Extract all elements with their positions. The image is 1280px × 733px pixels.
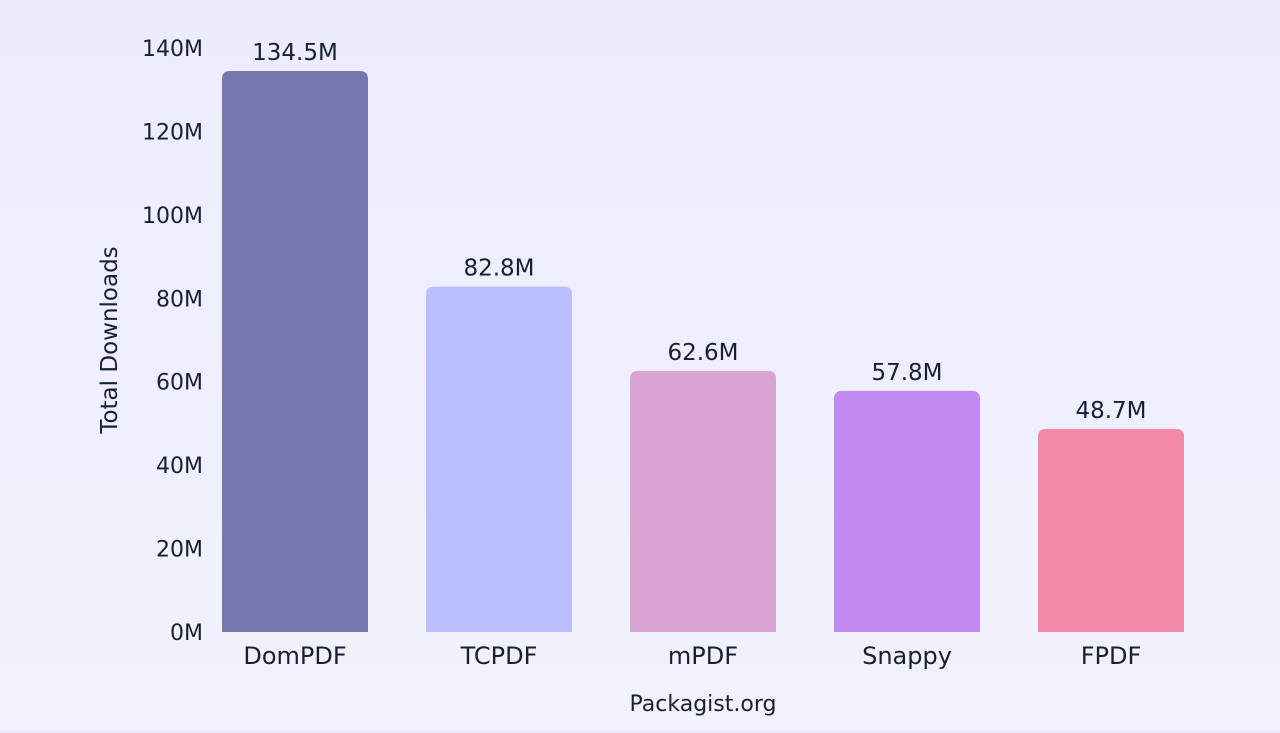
bar-value-label: 134.5M <box>252 40 338 66</box>
bar-fpdf <box>1038 429 1184 632</box>
value-labels: 134.5M 82.8M 62.6M 57.8M 48.7M <box>252 40 1146 424</box>
bar-value-label: 82.8M <box>463 256 534 282</box>
y-tick-label: 100M <box>142 204 203 229</box>
y-tick-label: 20M <box>156 538 203 563</box>
y-tick-label: 0M <box>170 621 203 646</box>
x-tick-label: Snappy <box>862 642 952 670</box>
y-tick-label: 120M <box>142 120 203 145</box>
x-tick-label: mPDF <box>668 642 738 670</box>
x-tick-label: FPDF <box>1081 642 1142 670</box>
y-tick-label: 40M <box>156 454 203 479</box>
bar-value-label: 62.6M <box>667 340 738 366</box>
bar-snappy <box>834 391 980 632</box>
bar-dompdf <box>222 71 368 632</box>
y-tick-label: 80M <box>156 287 203 312</box>
bar-tcpdf <box>426 287 572 632</box>
y-axis-title: Total Downloads <box>97 246 123 434</box>
y-tick-label: 60M <box>156 371 203 396</box>
x-axis-title: Packagist.org <box>630 692 777 717</box>
bar-value-label: 48.7M <box>1075 398 1146 424</box>
y-tick-label: 140M <box>142 37 203 62</box>
y-axis-ticks: 0M 20M 40M 60M 80M 100M 120M 140M <box>142 37 203 646</box>
bar-value-label: 57.8M <box>871 360 942 386</box>
x-tick-label: TCPDF <box>460 642 538 670</box>
x-tick-label: DomPDF <box>243 642 346 670</box>
x-axis-ticks: DomPDF TCPDF mPDF Snappy FPDF <box>243 642 1141 670</box>
bar-mpdf <box>630 371 776 632</box>
